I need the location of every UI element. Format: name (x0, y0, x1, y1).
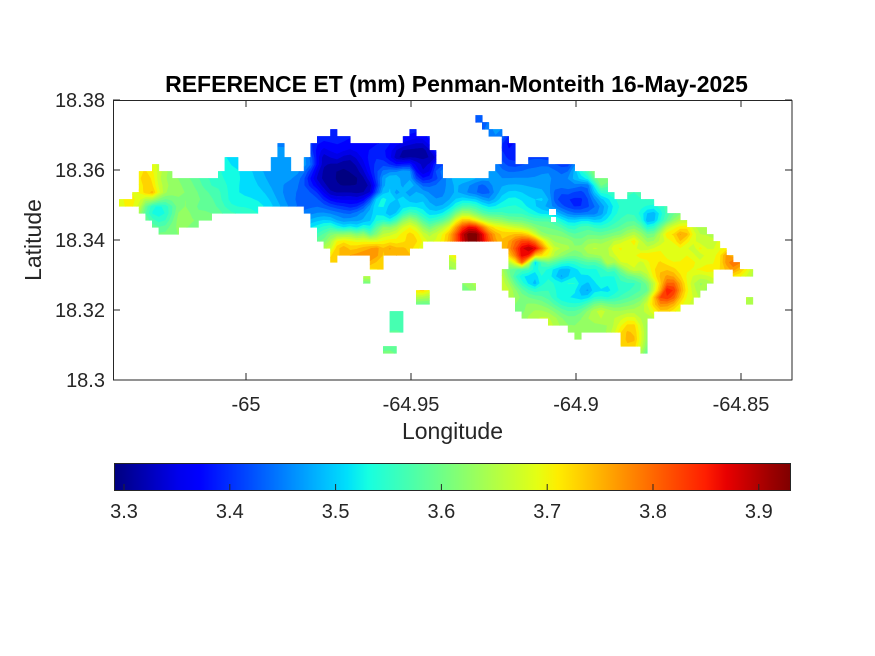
svg-text:18.38: 18.38 (55, 90, 105, 112)
svg-text:-64.95: -64.95 (383, 394, 440, 416)
svg-text:-64.85: -64.85 (713, 394, 770, 416)
svg-text:3.7: 3.7 (533, 501, 561, 523)
svg-text:3.6: 3.6 (427, 501, 455, 523)
svg-text:-65: -65 (232, 394, 261, 416)
svg-text:Longitude: Longitude (402, 418, 503, 444)
svg-text:3.5: 3.5 (322, 501, 350, 523)
svg-text:Latitude: Latitude (20, 199, 46, 281)
svg-text:18.3: 18.3 (66, 370, 105, 392)
svg-text:18.32: 18.32 (55, 300, 105, 322)
svg-text:-64.9: -64.9 (553, 394, 599, 416)
svg-text:3.8: 3.8 (639, 501, 667, 523)
svg-text:3.3: 3.3 (110, 501, 138, 523)
svg-text:REFERENCE ET (mm) Penman-Monte: REFERENCE ET (mm) Penman-Monteith 16-May… (165, 71, 748, 97)
svg-text:3.4: 3.4 (216, 501, 244, 523)
svg-text:3.9: 3.9 (745, 501, 773, 523)
svg-text:18.34: 18.34 (55, 230, 105, 252)
svg-text:18.36: 18.36 (55, 160, 105, 182)
